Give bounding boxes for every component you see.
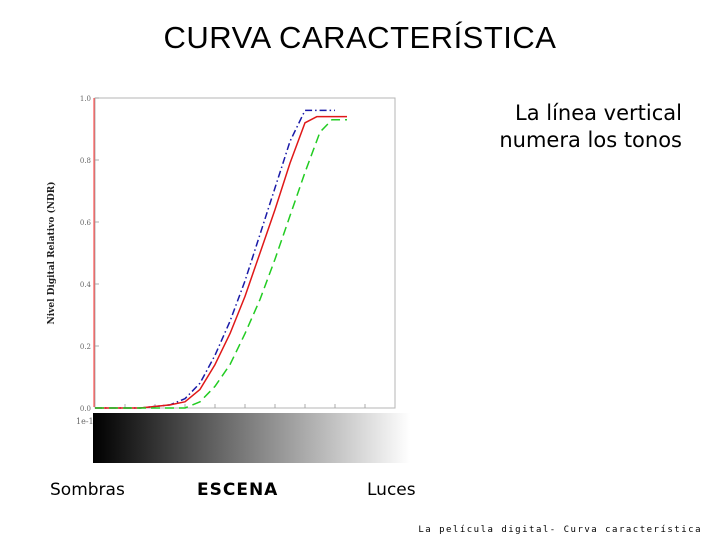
footer-caption: La película digital- Curva característic… bbox=[418, 525, 702, 535]
series-line-dashed bbox=[95, 118, 347, 409]
side-note: La línea vertical numera los tonos bbox=[499, 101, 682, 152]
slide-title: CURVA CARACTERÍSTICA bbox=[163, 20, 557, 55]
y-axis-label: Nivel Digital Relativo (NDR) bbox=[46, 181, 57, 324]
y-tick-label: 0.6 bbox=[80, 219, 92, 227]
y-tick-label: 0.2 bbox=[80, 343, 91, 351]
y-tick-label: 0.4 bbox=[80, 281, 92, 289]
series-line-solid bbox=[95, 115, 347, 409]
characteristic-curve-chart: Nivel Digital Relativo (NDR) 0.00.20.40.… bbox=[46, 95, 410, 463]
y-tick-label: 0.0 bbox=[80, 405, 91, 413]
plot-frame bbox=[94, 97, 396, 409]
highlights-label: Luces bbox=[367, 480, 416, 500]
y-tick-label: 1.0 bbox=[80, 95, 91, 103]
scene-label: ESCENA bbox=[197, 480, 279, 500]
x-tick-label-first: 1e-1 bbox=[76, 417, 94, 426]
y-tick-label: 0.8 bbox=[80, 157, 91, 165]
shadows-label: Sombras bbox=[50, 480, 125, 500]
tone-gradient-bar bbox=[93, 413, 410, 463]
y-tick-group: 0.0 0.2 0.4 0.6 0.8 1.0 bbox=[80, 95, 99, 413]
series-layer bbox=[95, 109, 347, 409]
